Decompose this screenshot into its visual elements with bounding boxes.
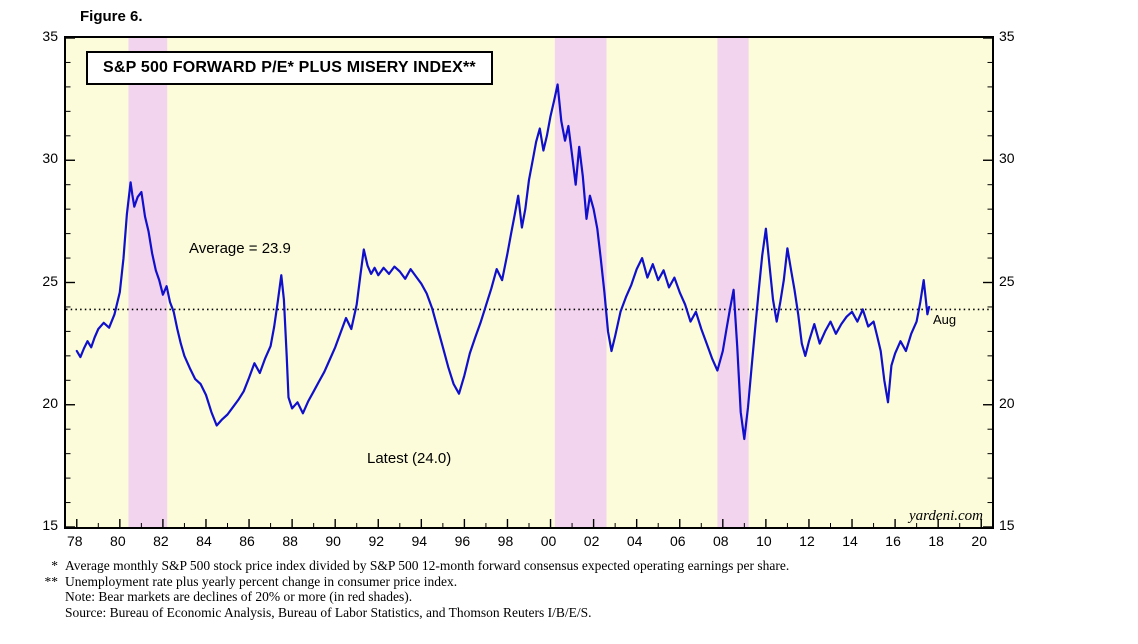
y-axis-label-right: 20	[999, 394, 1015, 411]
yardeni-watermark: yardeni.com	[908, 508, 983, 524]
figure-label: Figure 6.	[80, 8, 143, 25]
footnote-row: ** Unemployment rate plus yearly percent …	[0, 574, 1110, 590]
footnote-text: Note: Bear markets are declines of 20% o…	[65, 589, 413, 605]
footnote-row: * Average monthly S&P 500 stock price ind…	[0, 558, 1110, 574]
footnote-text: Source: Bureau of Economic Analysis, Bur…	[65, 604, 592, 620]
footnote-text: Unemployment rate plus yearly percent ch…	[65, 573, 458, 589]
x-axis-label: 84	[196, 533, 212, 549]
x-axis-label: 78	[66, 533, 83, 549]
x-axis-label: 98	[497, 533, 514, 549]
footnote-text: Average monthly S&P 500 stock price inde…	[65, 558, 790, 573]
x-axis-label: 10	[756, 533, 772, 549]
footnote-marker	[0, 605, 65, 621]
y-axis-label-left: 20	[42, 394, 58, 411]
chart-title: S&P 500 FORWARD P/E* PLUS MISERY INDEX**	[86, 51, 493, 85]
y-axis-label-left: 30	[42, 150, 58, 167]
x-axis-label: 08	[713, 533, 729, 549]
footnotes: * Average monthly S&P 500 stock price ind…	[0, 558, 1110, 620]
x-axis-label: 80	[110, 533, 126, 549]
aug-annotation: Aug	[933, 312, 957, 327]
footnote-marker	[0, 589, 65, 605]
x-axis-label: 06	[669, 533, 686, 549]
y-axis-label-right: 25	[999, 272, 1015, 289]
x-axis-label: 12	[799, 533, 815, 549]
x-axis-label: 90	[325, 533, 341, 549]
x-axis-label: 14	[842, 533, 858, 549]
y-axis-label-right: 30	[999, 150, 1015, 167]
y-axis-label-left: 25	[42, 272, 58, 289]
chart-plot-area: S&P 500 FORWARD P/E* PLUS MISERY INDEX**…	[64, 36, 994, 529]
y-axis-label-right: 15	[999, 517, 1015, 533]
footnote-marker: *	[51, 558, 58, 573]
x-axis-label: 18	[928, 533, 944, 549]
x-axis-label: 20	[971, 533, 987, 549]
y-axis-label-left: 35	[42, 28, 58, 44]
latest-annotation: Latest (24.0)	[367, 450, 452, 467]
y-axis-label-right: 35	[999, 28, 1015, 44]
footnote-row: Source: Bureau of Economic Analysis, Bur…	[0, 605, 1110, 621]
x-axis-label: 92	[368, 533, 385, 549]
chart-canvas	[66, 38, 992, 527]
x-axis-label: 02	[583, 533, 600, 549]
x-axis-label: 16	[885, 533, 901, 549]
average-annotation: Average = 23.9	[189, 240, 291, 257]
footnote-marker: **	[44, 573, 59, 589]
x-axis-label: 82	[153, 533, 169, 549]
x-axis-label: 86	[239, 533, 255, 549]
x-axis-label: 88	[282, 533, 298, 549]
x-axis-label: 00	[540, 533, 557, 549]
x-axis-label: 96	[454, 533, 471, 549]
x-axis-label: 94	[411, 533, 428, 549]
x-axis-label: 04	[626, 533, 643, 549]
footnote-row: Note: Bear markets are declines of 20% o…	[0, 589, 1110, 605]
y-axis-label-left: 15	[42, 517, 58, 533]
